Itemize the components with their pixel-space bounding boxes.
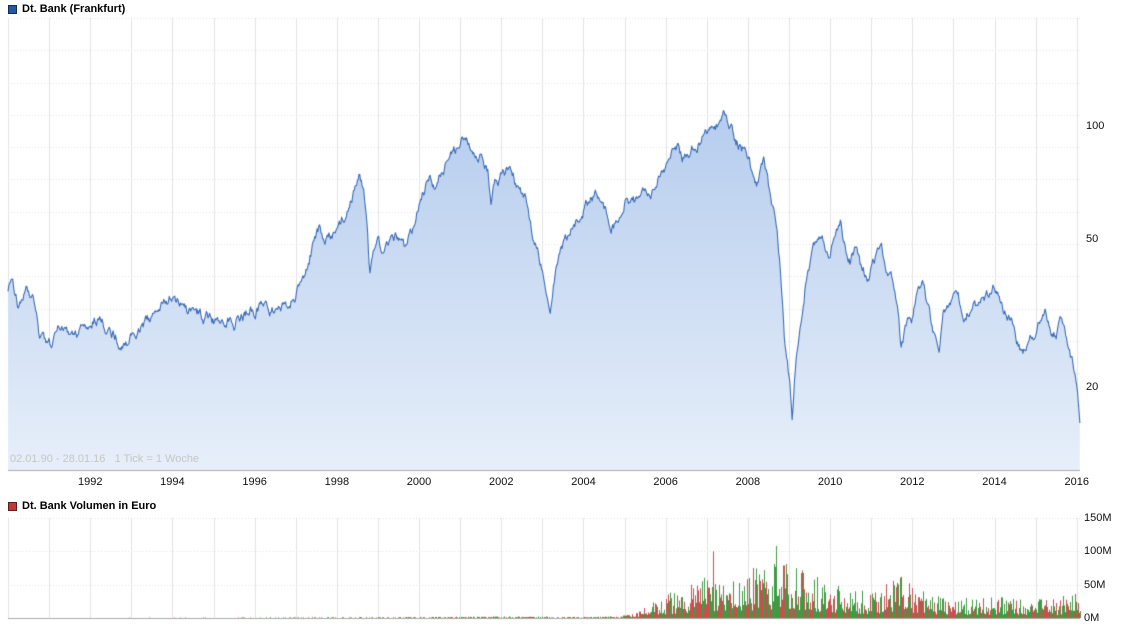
price-series-swatch xyxy=(8,4,17,14)
x-axis-tick-label: 1992 xyxy=(77,476,103,488)
x-axis-tick-label: 2000 xyxy=(406,476,432,488)
x-axis-tick-label: 2006 xyxy=(653,476,678,488)
x-axis-tick-label: 1998 xyxy=(324,476,350,488)
price-y-axis-tick-label: 20 xyxy=(1086,381,1099,393)
volume-y-axis-tick-label: 100M xyxy=(1084,545,1112,557)
x-axis-tick-label: 2008 xyxy=(735,476,761,488)
x-axis-tick-label: 2002 xyxy=(489,476,514,488)
volume-y-axis-tick-label: 150M xyxy=(1084,512,1112,524)
x-axis-tick-label: 1996 xyxy=(242,476,267,488)
x-axis-tick-label: 2010 xyxy=(817,476,843,488)
x-axis-tick-label: 2014 xyxy=(982,476,1007,488)
volume-y-axis-tick-label: 50M xyxy=(1084,579,1106,591)
volume-series-swatch xyxy=(8,501,17,511)
volume-chart-legend: Dt. Bank Volumen in Euro xyxy=(8,500,156,512)
price-series-label: Dt. Bank (Frankfurt) xyxy=(22,3,126,15)
date-range-info: 02.01.90 - 28.01.16 1 Tick = 1 Woche xyxy=(10,453,200,465)
x-axis-tick-label: 2016 xyxy=(1064,476,1089,488)
x-axis-tick-label: 1994 xyxy=(160,476,185,488)
volume-y-axis-tick-label: 0M xyxy=(1084,612,1100,624)
x-axis-tick-label: 2004 xyxy=(571,476,596,488)
price-y-axis-tick-label: 50 xyxy=(1086,233,1099,245)
volume-series-label: Dt. Bank Volumen in Euro xyxy=(22,500,157,512)
price-chart-legend: Dt. Bank (Frankfurt) xyxy=(8,3,125,15)
price-y-axis-tick-label: 100 xyxy=(1086,120,1105,132)
x-axis-tick-label: 2012 xyxy=(900,476,925,488)
